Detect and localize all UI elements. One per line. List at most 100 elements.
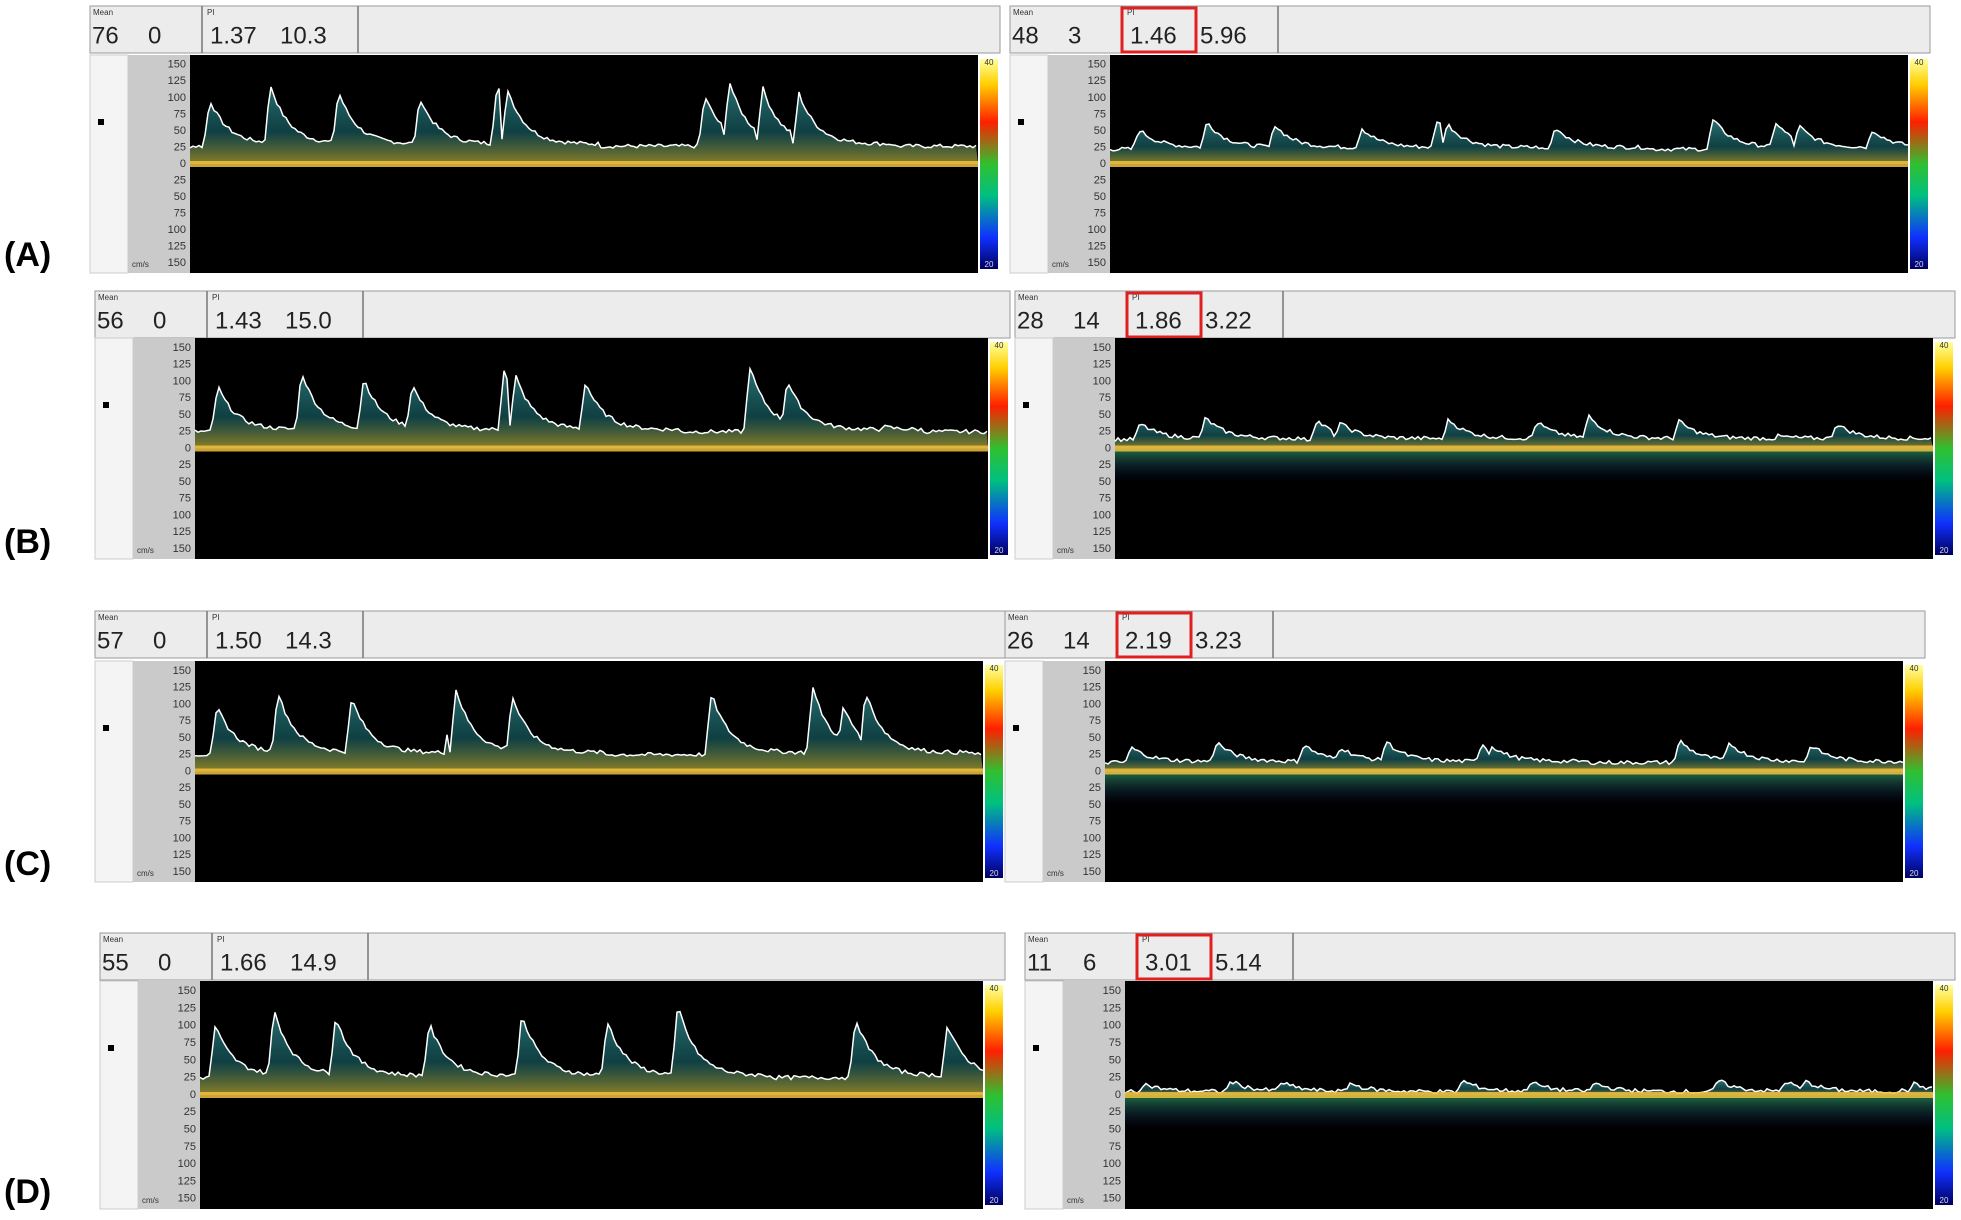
y-tick-label: 25	[1089, 749, 1101, 761]
mean-value: 11	[1027, 949, 1052, 976]
y-tick-label: 100	[1083, 698, 1101, 710]
icon	[1033, 1045, 1039, 1051]
y-tick-label: 100	[178, 1158, 196, 1170]
mean-label: Mean	[1013, 8, 1033, 17]
y-tick-label: 50	[184, 1123, 196, 1135]
y-tick-label: 150	[1093, 543, 1111, 555]
y-tick-label: 75	[179, 816, 191, 828]
y-tick-label: 150	[1103, 1193, 1121, 1205]
axis-strip	[1048, 55, 1110, 273]
unit-label: cm/s	[1067, 1196, 1084, 1205]
colorbar-bottom: 20	[1940, 546, 1949, 555]
axis-strip	[1063, 981, 1125, 1209]
y-tick-label: 125	[173, 359, 191, 371]
mean-label: Mean	[1018, 293, 1038, 302]
second-value: 14	[1063, 627, 1090, 654]
y-tick-label: 25	[179, 749, 191, 761]
y-tick-label: 50	[179, 409, 191, 421]
y-tick-label: 150	[1103, 985, 1121, 997]
y-tick-label: 75	[184, 1037, 196, 1049]
y-tick-label: 100	[173, 832, 191, 844]
y-tick-label: 125	[1083, 682, 1101, 694]
control-strip	[1014, 337, 1054, 560]
flow-area	[195, 368, 988, 449]
y-tick-label: 50	[1099, 476, 1111, 488]
axis-strip	[1043, 661, 1105, 882]
header-bar	[1024, 932, 1956, 981]
second-value: 0	[158, 949, 171, 976]
colorbar-top: 40	[990, 664, 999, 673]
row-label: (B)	[4, 523, 51, 561]
header-bar	[94, 610, 1006, 659]
reverse-flow	[1115, 448, 1933, 482]
mean-value: 76	[92, 22, 119, 49]
zero-band	[190, 161, 978, 167]
pi-value: 3.01	[1145, 949, 1192, 976]
axis-strip	[133, 338, 195, 559]
highlight-box	[1120, 6, 1198, 54]
second-value: 0	[153, 627, 166, 654]
y-tick-label: 100	[173, 698, 191, 710]
row-label: (D)	[4, 1173, 51, 1211]
y-tick-label: 125	[1093, 359, 1111, 371]
ri-value: 14.9	[290, 949, 337, 976]
y-tick-label: 150	[1093, 342, 1111, 354]
y-tick-label: 50	[1094, 125, 1106, 137]
row-label: (C)	[4, 845, 51, 883]
colorbar-bottom: 20	[985, 260, 994, 269]
y-tick-label: 100	[1083, 832, 1101, 844]
zero-band	[1110, 161, 1908, 167]
flow-area	[195, 687, 983, 772]
colorbar	[980, 59, 998, 269]
mean-value: 26	[1007, 627, 1034, 654]
y-tick-label: 75	[1094, 208, 1106, 220]
colorbar-bottom: 20	[990, 869, 999, 878]
y-tick-label: 125	[178, 1175, 196, 1187]
pi-label: PI	[212, 613, 220, 622]
y-tick-label: 75	[174, 108, 186, 120]
y-tick-label: 75	[1089, 715, 1101, 727]
y-tick-label: 125	[168, 75, 186, 87]
y-tick-label: 125	[1093, 526, 1111, 538]
control-strip	[94, 660, 134, 883]
y-tick-label: 75	[1109, 1141, 1121, 1153]
axis-strip	[1053, 338, 1115, 559]
envelope	[194, 687, 982, 758]
pi-value: 1.86	[1135, 307, 1182, 334]
y-tick-label: 25	[1099, 459, 1111, 471]
mean-label: Mean	[98, 613, 118, 622]
y-tick-label: 50	[179, 476, 191, 488]
y-tick-label: 25	[179, 459, 191, 471]
colorbar-bottom: 20	[1910, 869, 1919, 878]
second-value: 6	[1083, 949, 1096, 976]
y-tick-label: 0	[185, 442, 191, 454]
header-bar	[1009, 5, 1931, 54]
control-strip	[99, 980, 139, 1210]
second-value: 3	[1068, 22, 1081, 49]
ri-value: 5.96	[1200, 22, 1247, 49]
y-tick-label: 150	[173, 866, 191, 878]
y-tick-label: 75	[1099, 392, 1111, 404]
y-tick-label: 0	[180, 158, 186, 170]
y-tick-label: 0	[185, 765, 191, 777]
highlight-box	[1125, 291, 1203, 339]
pi-label: PI	[1132, 293, 1140, 302]
reverse-flow	[1125, 1095, 1933, 1130]
y-tick-label: 125	[178, 1002, 196, 1014]
y-tick-label: 150	[173, 543, 191, 555]
y-tick-label: 25	[184, 1072, 196, 1084]
zero-band	[1125, 1092, 1933, 1098]
colorbar-bottom: 20	[990, 1196, 999, 1205]
y-tick-label: 0	[1100, 158, 1106, 170]
control-strip	[1024, 980, 1064, 1210]
icon	[1013, 725, 1019, 731]
header-bar	[1004, 610, 1926, 659]
mean-value: 55	[102, 949, 129, 976]
y-tick-label: 125	[173, 526, 191, 538]
y-tick-label: 75	[179, 392, 191, 404]
mean-value: 56	[97, 307, 124, 334]
colorbar	[1910, 59, 1928, 269]
second-value: 14	[1073, 307, 1100, 334]
header-bar	[1014, 290, 1956, 339]
colorbar-top: 40	[1910, 664, 1919, 673]
